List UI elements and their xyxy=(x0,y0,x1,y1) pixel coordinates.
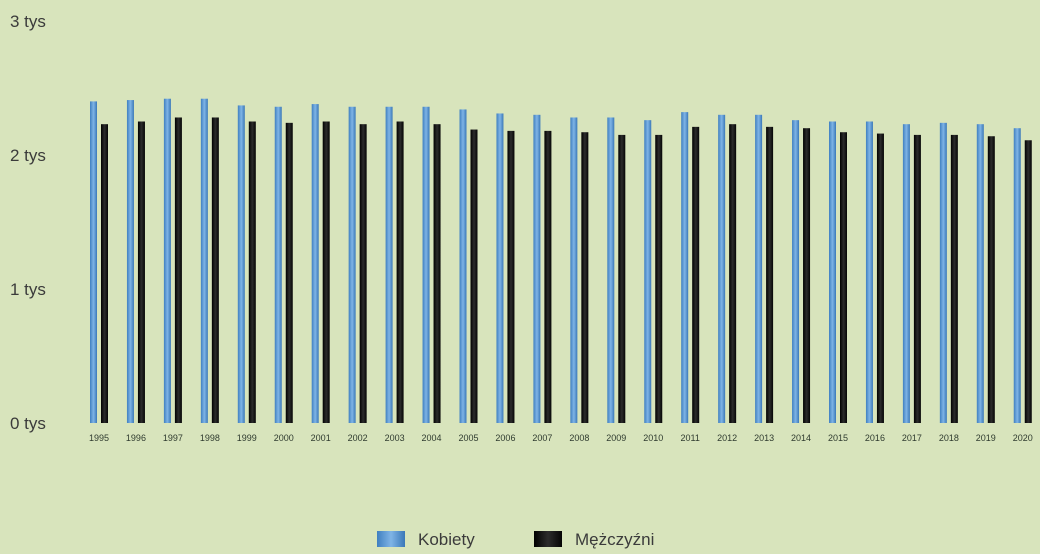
bar-mezczyzni xyxy=(544,130,552,423)
bar-mezczyzni xyxy=(766,126,774,424)
x-tick-label: 1998 xyxy=(200,433,220,443)
bar-mezczyzni xyxy=(913,134,921,423)
bar-mezczyzni xyxy=(729,124,737,424)
bar-kobiety xyxy=(163,98,171,423)
x-tick-label: 2011 xyxy=(681,433,700,443)
bar-kobiety xyxy=(1013,128,1021,423)
x-tick-label: 2017 xyxy=(902,433,922,443)
x-tick-label: 2007 xyxy=(532,433,552,443)
bar-mezczyzni xyxy=(876,133,884,423)
x-tick-label: 2002 xyxy=(348,433,368,443)
legend-item: Kobiety xyxy=(377,530,475,549)
y-tick-label: 2 tys xyxy=(10,146,46,165)
bar-mezczyzni xyxy=(322,121,330,423)
legend-label: Kobiety xyxy=(418,530,475,549)
legend-label: Mężczyźni xyxy=(575,530,654,549)
x-tick-label: 2009 xyxy=(606,433,626,443)
bar-kobiety xyxy=(644,120,652,423)
bar-mezczyzni xyxy=(285,122,293,423)
x-tick-label: 2008 xyxy=(569,433,589,443)
bar-kobiety xyxy=(976,124,984,424)
bar-mezczyzni xyxy=(655,134,663,423)
bar-kobiety xyxy=(902,124,910,424)
x-tick-label: 2012 xyxy=(717,433,737,443)
x-tick-label: 2003 xyxy=(385,433,405,443)
bar-kobiety xyxy=(348,106,356,423)
legend-swatch xyxy=(377,531,405,547)
x-tick-label: 1997 xyxy=(163,433,183,443)
bar-kobiety xyxy=(681,112,689,424)
y-tick-label: 3 tys xyxy=(10,12,46,31)
bar-mezczyzni xyxy=(433,124,441,424)
bar-mezczyzni xyxy=(950,134,958,423)
bar-kobiety xyxy=(274,106,282,423)
bar-mezczyzni xyxy=(618,134,626,423)
legend-swatch xyxy=(534,531,562,547)
bar-kobiety xyxy=(90,101,97,424)
bar-kobiety xyxy=(126,100,134,423)
x-tick-label: 2016 xyxy=(865,433,885,443)
legend-item: Mężczyźni xyxy=(534,530,654,549)
bar-kobiety xyxy=(311,104,319,423)
bar-mezczyzni xyxy=(248,121,256,423)
x-tick-label: 1999 xyxy=(237,433,257,443)
x-tick-label: 2015 xyxy=(828,433,848,443)
x-tick-label: 1996 xyxy=(126,433,146,443)
y-axis: 0 tys 1 tys 2 tys 3 tys xyxy=(10,12,46,433)
bar-kobiety xyxy=(200,98,208,423)
bar-mezczyzni xyxy=(211,117,219,423)
bar-kobiety xyxy=(237,105,245,424)
bar-mezczyzni xyxy=(470,129,478,424)
bar-mezczyzni xyxy=(396,121,404,423)
bar-mezczyzni xyxy=(692,126,700,424)
x-tick-label: 2005 xyxy=(458,433,478,443)
bar-kobiety xyxy=(829,121,836,423)
bar-mezczyzni xyxy=(359,124,367,424)
y-tick-label: 0 tys xyxy=(10,414,46,433)
x-axis: 1995 1996 1997 1998 1999 2000 2001 2002 2003 2004… xyxy=(89,433,1033,443)
legend: Kobiety Mężczyźni xyxy=(377,530,654,549)
bar-kobiety xyxy=(533,114,541,424)
bar-mezczyzni xyxy=(101,124,108,424)
bar-kobiety xyxy=(422,106,430,423)
bar-mezczyzni xyxy=(1024,140,1032,423)
x-tick-label: 2019 xyxy=(976,433,996,443)
x-tick-label: 2014 xyxy=(791,433,811,443)
x-tick-label: 2000 xyxy=(274,433,294,443)
bar-mezczyzni xyxy=(581,132,589,423)
x-tick-label: 2013 xyxy=(754,433,774,443)
x-tick-label: 2018 xyxy=(939,433,959,443)
bar-mezczyzni xyxy=(840,132,847,423)
bar-kobiety xyxy=(496,113,504,424)
x-tick-label: 2020 xyxy=(1013,433,1033,443)
bar-kobiety xyxy=(570,117,578,423)
x-tick-label: 2006 xyxy=(495,433,515,443)
bar-kobiety xyxy=(755,114,763,424)
x-tick-label: 2004 xyxy=(422,433,442,443)
x-tick-label: 1995 xyxy=(89,433,109,443)
bar-mezczyzni xyxy=(174,117,182,423)
bar-kobiety xyxy=(459,109,467,423)
x-tick-label: 2001 xyxy=(311,433,331,443)
bar-mezczyzni xyxy=(987,136,995,424)
bar-mezczyzni xyxy=(803,128,811,423)
bar-kobiety xyxy=(939,122,947,423)
bar-kobiety xyxy=(385,106,393,423)
bar-kobiety xyxy=(792,120,800,423)
bar-kobiety xyxy=(718,114,726,424)
plot-area xyxy=(90,98,1032,424)
bar-mezczyzni xyxy=(137,121,145,423)
y-tick-label: 1 tys xyxy=(10,280,46,299)
x-tick-label: 2010 xyxy=(643,433,663,443)
bar-kobiety xyxy=(607,117,615,423)
bar-mezczyzni xyxy=(507,130,515,423)
bar-kobiety xyxy=(865,121,873,423)
